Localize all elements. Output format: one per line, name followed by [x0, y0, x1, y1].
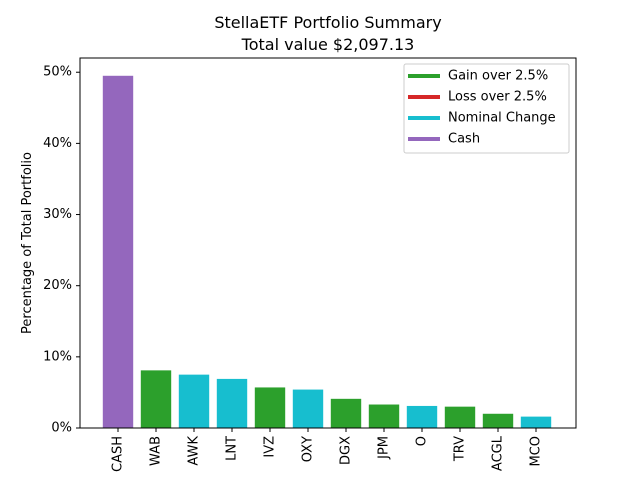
- plot-frame: [79, 57, 577, 429]
- y-tick-label: 50%: [43, 65, 72, 80]
- chart-subtitle: Total value $2,097.13: [241, 35, 415, 54]
- bar-ivz: [254, 387, 286, 428]
- x-tick-label-wab: WAB: [149, 436, 164, 466]
- y-tick-label: 20%: [43, 278, 72, 293]
- x-ticks-group: CASH WAB AWK LNT IVZ OXY DGX JPM O TRV ACGL MCO: [111, 428, 544, 472]
- x-tick-label-lnt: LNT: [225, 436, 240, 461]
- y-ticks-group: 0% 10% 20% 30% 40% 50%: [43, 65, 80, 436]
- legend-box: [403, 63, 570, 154]
- bar-trv: [444, 406, 476, 428]
- x-tick-label-o: O: [415, 436, 430, 446]
- x-tick-label-dgx: DGX: [339, 436, 354, 465]
- chart-title: StellaETF Portfolio Summary: [214, 13, 441, 32]
- legend-label-nominal: Nominal Change: [448, 111, 556, 126]
- bar-awk: [178, 374, 210, 428]
- x-tick-label-mco: MCO: [529, 436, 544, 467]
- bar-dgx: [330, 398, 362, 428]
- x-tick-label-trv: TRV: [453, 436, 468, 462]
- bars-group: [102, 75, 552, 429]
- y-tick-label: 0%: [51, 421, 72, 436]
- y-tick-label: 10%: [43, 349, 72, 364]
- bar-o: [406, 405, 438, 428]
- bar-lnt: [216, 378, 248, 428]
- y-tick-label: 30%: [43, 207, 72, 222]
- x-tick-label-ivz: IVZ: [263, 436, 278, 458]
- bar-mco: [520, 416, 552, 428]
- bar-wab: [140, 370, 172, 428]
- y-tick-label: 40%: [43, 136, 72, 151]
- bar-cash: [102, 75, 134, 429]
- bar-acgl: [482, 413, 514, 428]
- legend-label-cash: Cash: [448, 132, 480, 147]
- x-tick-label-cash: CASH: [111, 436, 126, 472]
- x-tick-label-awk: AWK: [187, 436, 202, 466]
- legend-label-gain: Gain over 2.5%: [448, 69, 548, 84]
- legend: Gain over 2.5% Loss over 2.5% Nominal Chan…: [403, 63, 570, 154]
- y-axis-label: Percentage of Total Portfolio: [20, 152, 35, 334]
- x-tick-label-jpm: JPM: [377, 436, 392, 460]
- bar-oxy: [292, 389, 324, 428]
- x-tick-label-acgl: ACGL: [491, 435, 506, 471]
- legend-label-loss: Loss over 2.5%: [448, 90, 547, 105]
- x-tick-label-oxy: OXY: [301, 436, 316, 462]
- bar-jpm: [368, 404, 400, 428]
